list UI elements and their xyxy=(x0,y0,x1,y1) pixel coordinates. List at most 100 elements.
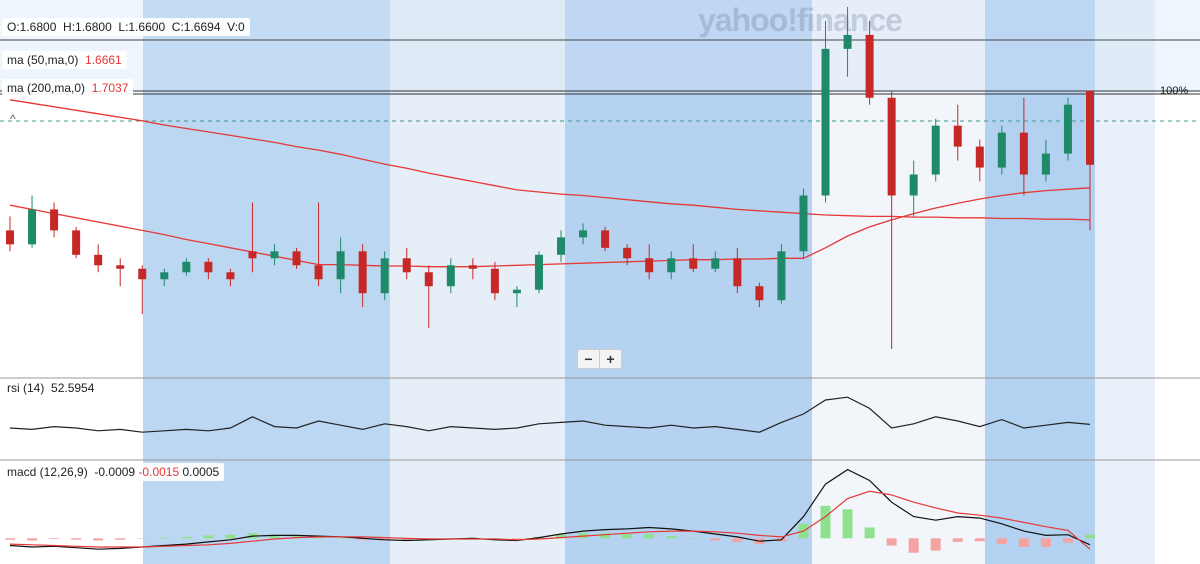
candle-body xyxy=(72,230,81,255)
collapse-icon[interactable]: ^ xyxy=(10,112,16,126)
legend-value: 0.0005 xyxy=(182,465,220,479)
histogram-bar xyxy=(996,538,1007,545)
legend-value: 1.7037 xyxy=(91,81,129,95)
histogram-bar xyxy=(49,538,60,540)
histogram-bar xyxy=(203,535,214,539)
histogram-bar xyxy=(1040,538,1051,547)
candle-body xyxy=(226,272,235,280)
zoom-in-button[interactable]: + xyxy=(599,350,621,368)
candle-body xyxy=(865,34,874,98)
candle-body xyxy=(953,125,962,147)
legend-item: rsi (14) 52.5954 xyxy=(2,379,100,397)
candle-body xyxy=(94,254,103,266)
candle-body xyxy=(557,237,566,255)
candle-body xyxy=(1041,153,1050,175)
histogram-bar xyxy=(313,537,324,539)
histogram-bar xyxy=(225,534,236,539)
histogram-bar xyxy=(335,538,346,539)
histogram-bar xyxy=(886,538,897,546)
candle-body xyxy=(623,247,632,259)
histogram-bar xyxy=(842,509,853,539)
histogram-bar xyxy=(930,538,941,551)
histogram-bar xyxy=(600,533,611,539)
histogram-bar xyxy=(181,536,192,539)
candle-body xyxy=(424,272,433,287)
candle-body xyxy=(579,230,588,238)
histogram-bar xyxy=(357,538,368,540)
candle-body xyxy=(512,289,521,294)
watermark: yahoo!finance xyxy=(698,2,903,38)
candle-body xyxy=(314,265,323,280)
histogram-bar xyxy=(27,538,38,541)
candle-body xyxy=(358,251,367,294)
zoom-control: − + xyxy=(577,349,622,369)
series-line xyxy=(9,99,1091,221)
candle-body xyxy=(446,265,455,287)
quote-bar: O:1.6800 H:1.6800 L:1.6600 C:1.6694 V:0 xyxy=(2,18,250,36)
histogram-bar xyxy=(269,534,280,539)
histogram-bar xyxy=(93,538,104,541)
legend-item: macd (12,26,9) -0.0009 -0.0015 0.0005 xyxy=(2,463,225,481)
histogram-bar xyxy=(644,533,655,539)
candle-body xyxy=(270,251,279,259)
candle-body xyxy=(6,230,14,245)
candle-body xyxy=(28,209,37,245)
histogram-bar xyxy=(666,536,677,539)
candle-body xyxy=(1019,132,1028,175)
candle-body xyxy=(777,251,786,301)
histogram-bar xyxy=(864,527,875,539)
histogram-bar xyxy=(401,538,412,541)
candle-body xyxy=(667,258,676,273)
candle-body xyxy=(402,258,411,273)
candle-body xyxy=(799,195,808,252)
candle-body xyxy=(248,251,257,259)
candle-body xyxy=(909,174,918,196)
series-line xyxy=(9,468,1091,550)
histogram-bar xyxy=(556,534,567,539)
histogram-bar xyxy=(622,533,633,539)
candle-body xyxy=(182,261,191,273)
series-line xyxy=(9,396,1091,433)
histogram-bar xyxy=(908,538,919,553)
candle-body xyxy=(336,251,345,280)
histogram-bar xyxy=(1062,538,1073,543)
candle-body xyxy=(292,251,301,266)
histogram-bar xyxy=(688,538,699,539)
level-label: 100% xyxy=(1160,85,1189,97)
candle-body xyxy=(490,268,499,294)
legend-value: 52.5954 xyxy=(51,381,95,395)
candle-body xyxy=(975,146,984,168)
legend-value: -0.0015 xyxy=(138,465,180,479)
candle-body xyxy=(887,97,896,196)
candle-body xyxy=(733,258,742,287)
histogram-bar xyxy=(71,538,82,540)
candle-body xyxy=(138,268,147,280)
candle-body xyxy=(116,265,125,269)
histogram-bar xyxy=(974,538,985,542)
candle-body xyxy=(689,258,698,269)
candle-body xyxy=(204,261,213,273)
histogram-bar xyxy=(511,538,522,540)
legend-value: -0.0009 xyxy=(94,465,136,479)
candle-body xyxy=(931,125,940,175)
candle-body xyxy=(645,258,654,273)
candle-body xyxy=(534,254,543,290)
histogram-bar xyxy=(137,538,148,539)
candle-body xyxy=(755,286,764,301)
legend-item: ma (50,ma,0) 1.6661 xyxy=(2,51,127,69)
candle-body xyxy=(50,209,59,231)
marks xyxy=(5,6,1095,553)
legend-item: ma (200,ma,0) 1.7037 xyxy=(2,79,134,97)
candle-body xyxy=(468,265,477,269)
histogram-bar xyxy=(820,505,831,539)
histogram-bar xyxy=(115,538,126,540)
histogram-bar xyxy=(5,538,15,540)
zoom-out-button[interactable]: − xyxy=(584,351,593,367)
legend-value: 1.6661 xyxy=(85,53,122,67)
histogram-bar xyxy=(1085,534,1095,539)
legend-name: ma (50,ma,0) xyxy=(7,53,79,67)
histogram-bar xyxy=(1018,538,1029,547)
legend-name: macd (12,26,9) xyxy=(7,465,88,479)
candle-body xyxy=(1063,104,1072,154)
